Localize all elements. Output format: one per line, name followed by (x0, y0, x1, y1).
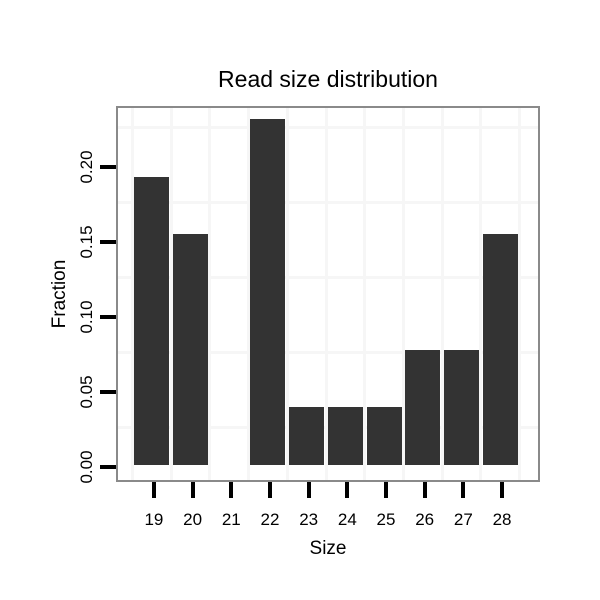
y-tick (100, 165, 116, 169)
bar (289, 407, 325, 465)
v-gridline (247, 108, 251, 480)
v-gridline (285, 108, 289, 480)
x-tick (267, 482, 272, 498)
y-tick (100, 240, 116, 244)
y-tick-label: 0.15 (77, 225, 96, 259)
x-tick-label: 21 (221, 510, 241, 529)
x-tick-label: 22 (260, 510, 280, 529)
v-gridline (169, 108, 173, 480)
h-gridline (118, 351, 538, 354)
y-tick-label: 0.05 (77, 375, 96, 409)
y-axis-label: Fraction (49, 259, 70, 329)
y-tick (100, 465, 116, 469)
x-tick (151, 482, 156, 498)
x-tick-label: 27 (453, 510, 473, 529)
x-axis-label: Size (309, 538, 347, 559)
v-gridline (363, 108, 367, 480)
y-tick (100, 390, 116, 394)
x-tick-label: 26 (415, 510, 435, 529)
v-gridline (324, 108, 328, 480)
v-gridline (208, 108, 212, 480)
v-gridline (440, 108, 444, 480)
bar (134, 176, 170, 465)
y-tick-label: 0.20 (77, 150, 96, 184)
bar (327, 407, 363, 465)
y-tick-label: 0.00 (77, 450, 96, 484)
y-tick-label: 0.10 (77, 300, 96, 334)
v-gridline (479, 108, 483, 480)
plot-panel (116, 106, 540, 482)
x-tick (306, 482, 311, 498)
h-gridline (118, 126, 538, 129)
bar (482, 234, 518, 465)
bar (366, 407, 402, 465)
x-tick (422, 482, 427, 498)
x-tick-label: 28 (492, 510, 512, 529)
x-tick-label: 19 (144, 510, 164, 529)
v-gridline (401, 108, 405, 480)
x-tick-label: 20 (183, 510, 203, 529)
bar (250, 118, 286, 465)
y-tick (100, 315, 116, 319)
x-tick (190, 482, 195, 498)
x-tick (345, 482, 350, 498)
x-tick-label: 24 (337, 510, 357, 529)
h-gridline (118, 201, 538, 204)
x-tick-label: 25 (376, 510, 396, 529)
v-gridline (131, 108, 135, 480)
x-tick (384, 482, 389, 498)
x-tick-label: 23 (299, 510, 319, 529)
v-gridline (517, 108, 521, 480)
x-tick (461, 482, 466, 498)
bar (173, 234, 209, 465)
x-tick (500, 482, 505, 498)
bar (405, 349, 441, 465)
h-gridline (118, 276, 538, 279)
x-tick (229, 482, 234, 498)
chart-title: Read size distribution (218, 66, 438, 92)
bar (443, 349, 479, 465)
